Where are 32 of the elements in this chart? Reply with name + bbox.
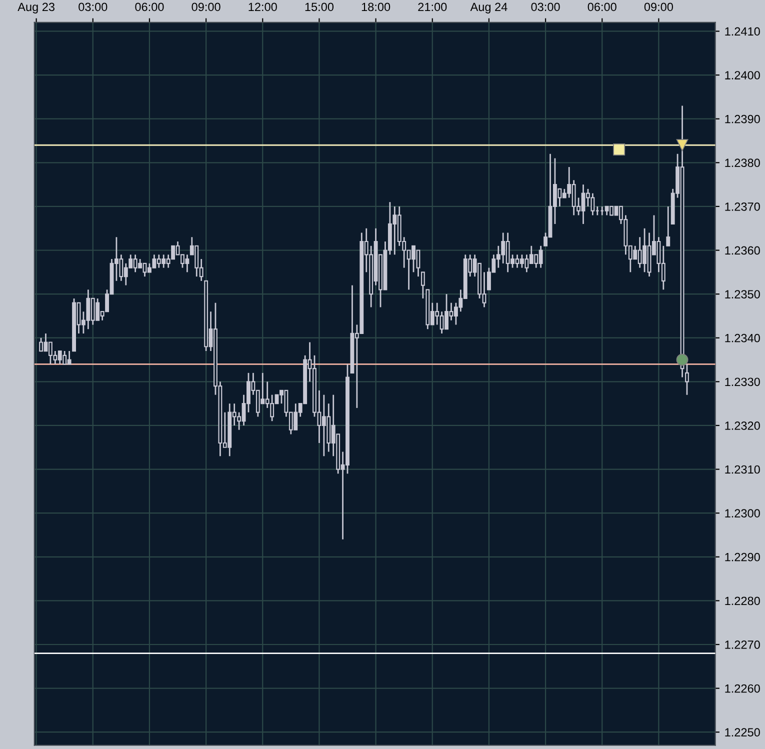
x-tick-label: 03:00 [531,2,560,12]
y-tick-label: 1.2380 [725,158,760,168]
y-tick-label: 1.2410 [725,27,760,36]
x-tick-label: 18:00 [362,2,390,12]
candlestick [666,206,670,247]
y-tick-label: 1.2370 [725,202,760,211]
x-tick-label: 06:00 [588,2,616,12]
x-tick-label: 12:00 [248,2,277,12]
x-tick-label: 15:00 [305,2,334,12]
x-tick-label: Aug 24 [470,2,508,14]
y-tick-label: 1.2390 [725,114,760,124]
x-tick-label: 06:00 [135,2,164,12]
y-tick-label: 1.2340 [725,334,760,342]
y-tick-label: 1.2290 [725,552,760,562]
x-tick-label: 09:00 [192,2,220,12]
x-tick-label: 09:00 [644,2,674,12]
x-tick-label: 03:00 [78,2,108,12]
y-tick-label: 1.2330 [725,378,760,386]
candlestick [420,271,425,300]
y-tick-label: 1.2260 [725,684,760,693]
candlestick [685,363,689,396]
y-tick-label: 1.2280 [725,596,760,606]
y-tick-label: 1.2300 [725,509,760,518]
y-tick-label: 1.2350 [725,290,760,298]
y-tick-label: 1.2320 [725,422,760,430]
y-tick-label: 1.2270 [725,640,760,649]
y-tick-label: 1.2310 [725,465,760,474]
y-tick-label: 1.2250 [725,728,760,737]
y-tick-label: 1.2360 [725,246,760,255]
x-tick-label: Aug 23 [18,2,54,14]
x-tick-label: 21:00 [418,2,447,12]
y-tick-label: 1.2400 [725,71,760,80]
